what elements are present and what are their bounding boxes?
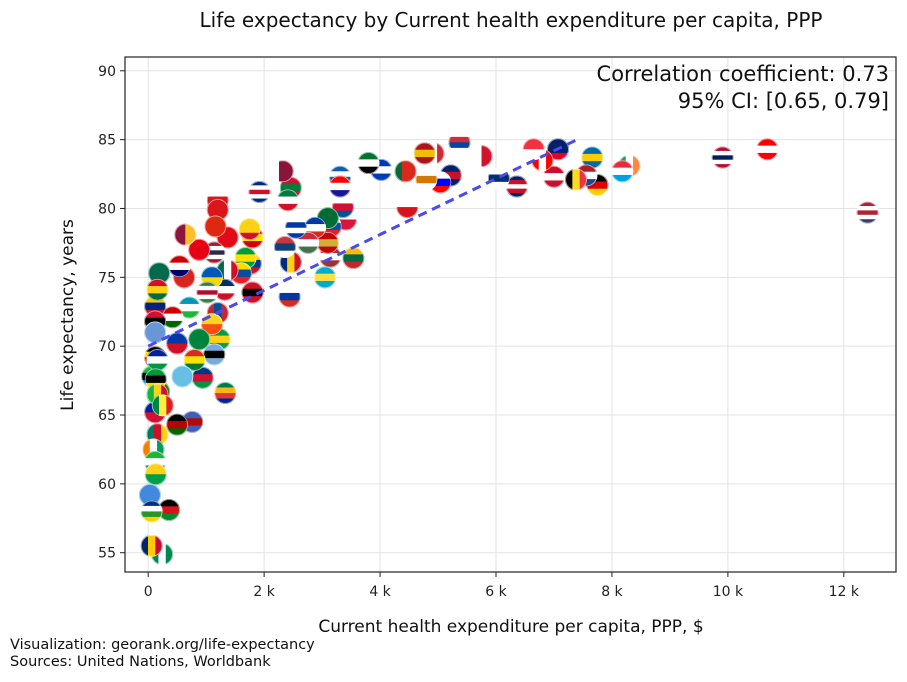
- flag-ke-icon: [166, 413, 189, 436]
- flag-tn-icon: [188, 238, 211, 261]
- y-tick-label: 85: [98, 133, 116, 149]
- flag-ae-icon: [357, 152, 380, 175]
- x-axis-label: Current health expenditure per capita, P…: [318, 617, 703, 637]
- y-tick-label: 55: [98, 546, 116, 562]
- y-tick-label: 75: [98, 270, 116, 286]
- y-axis: 55 60 65 70 75 80 85 90: [98, 64, 125, 562]
- flag-pt-icon: [394, 160, 417, 183]
- flag-cn-icon: [204, 215, 227, 238]
- y-tick-label: 90: [98, 64, 116, 80]
- plot-frame: [124, 56, 897, 573]
- flag-sn-icon: [151, 394, 174, 417]
- flag-uz-icon: [178, 296, 201, 319]
- flag-qa-icon: [271, 160, 294, 183]
- y-tick-label: 65: [98, 408, 116, 424]
- flag-bo-icon: [183, 348, 206, 371]
- y-tick-label: 60: [98, 477, 116, 493]
- flag-gb-icon: [505, 175, 528, 198]
- flag-cf-icon: [140, 500, 163, 523]
- trendline: [147, 138, 578, 348]
- x-tick-label: 6 k: [485, 584, 507, 600]
- flag-fi-icon: [487, 167, 510, 190]
- flag-by-icon: [238, 218, 261, 241]
- flag-za-icon: [214, 381, 237, 404]
- flag-sr-icon: [196, 281, 219, 304]
- flag-lk-icon: [174, 223, 197, 246]
- x-tick-label: 4 k: [369, 584, 391, 600]
- x-tick-label: 10 k: [713, 584, 744, 600]
- flag-kr-icon: [448, 131, 471, 154]
- flag-bs-icon: [313, 266, 336, 289]
- flag-my-icon: [168, 255, 191, 278]
- flag-bt-icon: [200, 313, 223, 336]
- flag-cr-icon: [248, 180, 271, 203]
- flag-tr-icon: [216, 226, 239, 249]
- flag-gw-icon: [144, 463, 167, 486]
- flag-cz-icon: [396, 196, 419, 219]
- grid: [125, 57, 896, 572]
- x-tick-label: 12 k: [829, 584, 860, 600]
- flag-lu-icon: [611, 160, 634, 183]
- x-tick-label: 0: [144, 584, 153, 600]
- flag-cy-icon: [415, 168, 438, 191]
- flag-td-icon: [140, 534, 163, 557]
- flag-dk-icon: [542, 165, 565, 188]
- footer-visualization-credit: Visualization: georank.org/life-expectan…: [10, 637, 315, 653]
- flag-gh-icon: [146, 278, 169, 301]
- flag-fj-icon: [171, 365, 194, 388]
- chart-title: Life expectancy by Current health expend…: [200, 8, 823, 32]
- flag-es-icon: [413, 142, 436, 165]
- footer-sources: Sources: United Nations, Worldbank: [10, 654, 271, 670]
- flag-ru-icon: [278, 285, 301, 308]
- flag-be-icon: [565, 168, 588, 191]
- correlation-coefficient: Correlation coefficient: 0.73: [597, 62, 889, 86]
- y-tick-label: 70: [98, 339, 116, 355]
- confidence-interval: 95% CI: [0.65, 0.79]: [678, 89, 889, 113]
- flag-lt-icon: [342, 247, 365, 270]
- flag-us-icon: [856, 201, 879, 224]
- x-axis: 0 2 k 4 k 6 k 8 k 10 k 12 k: [144, 572, 860, 600]
- flag-mt-icon: [470, 145, 493, 168]
- flag-ch-icon: [756, 138, 779, 161]
- flag-hr-icon: [329, 175, 352, 198]
- y-axis-label: Life expectancy, years: [58, 219, 78, 411]
- flag-hu-icon: [297, 231, 320, 254]
- y-tick-label: 80: [98, 201, 116, 217]
- points: [138, 131, 879, 566]
- x-tick-label: 2 k: [253, 584, 275, 600]
- x-tick-label: 8 k: [601, 584, 623, 600]
- flag-rs-icon: [273, 236, 296, 259]
- flag-kw-icon: [276, 189, 299, 212]
- flag-no-icon: [711, 146, 734, 169]
- flag-uy-icon: [285, 216, 308, 239]
- flag-tm-icon: [188, 328, 211, 351]
